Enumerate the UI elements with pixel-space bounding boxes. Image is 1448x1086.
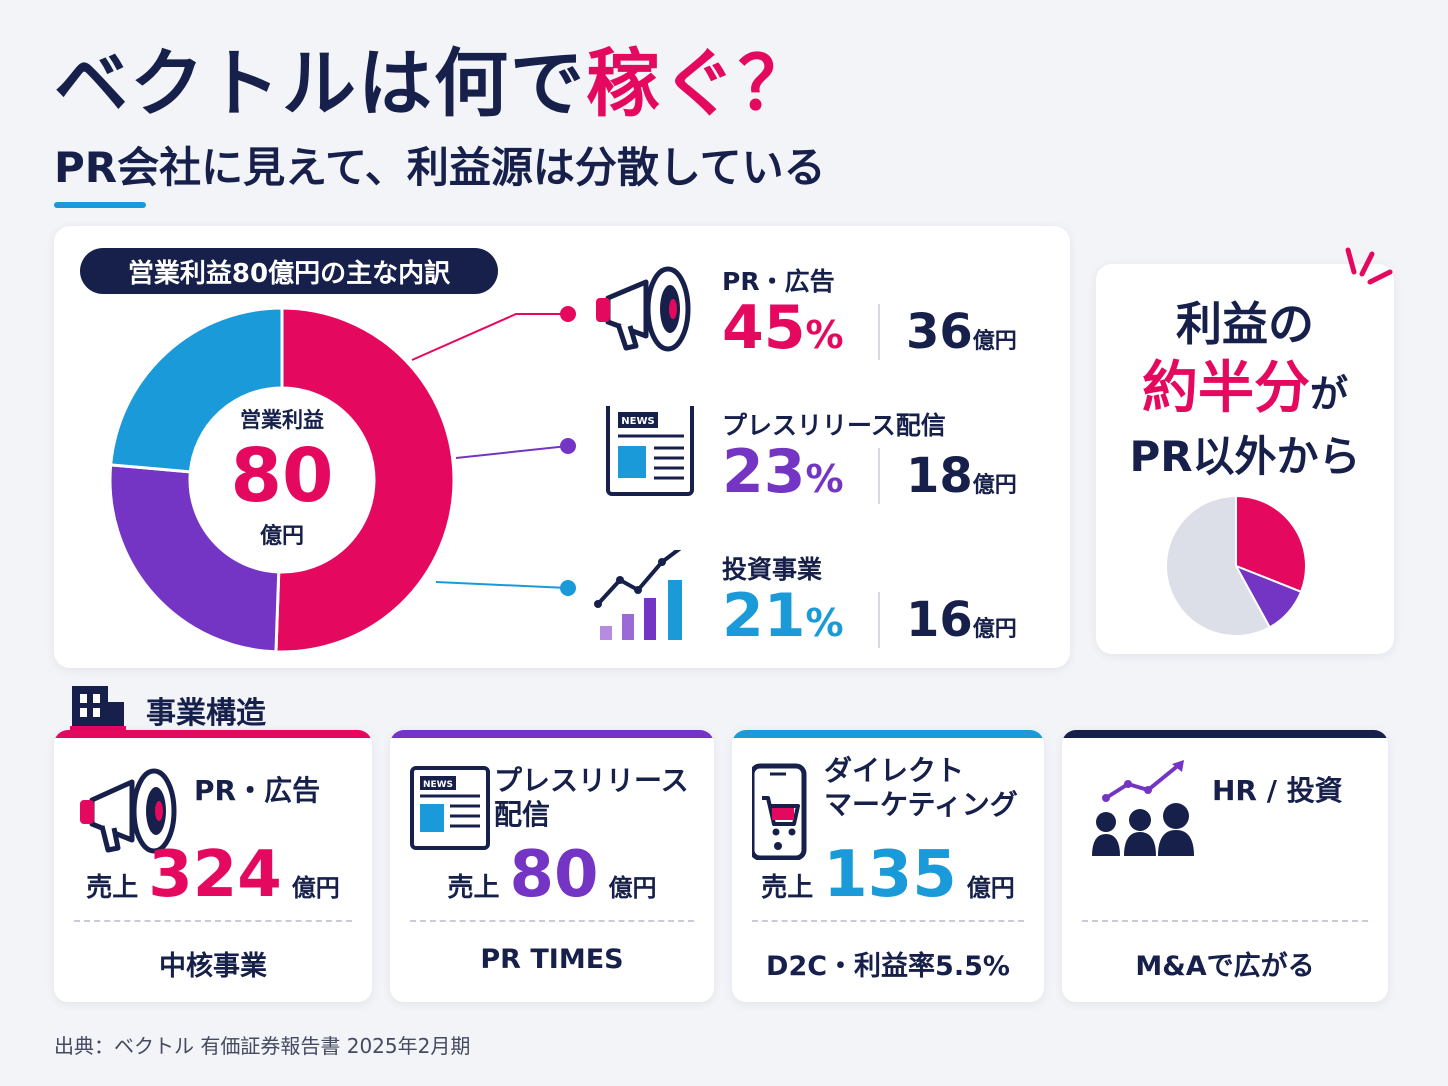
- side-line-3: PR以外から: [1129, 432, 1361, 481]
- biz-card-pr: PR・広告 売上 324 億円 中核事業: [54, 730, 372, 1002]
- megaphone-icon: [80, 768, 177, 854]
- biz-card-sales: 売上 80 億円: [447, 838, 657, 912]
- smartphone-cart-icon: [752, 763, 807, 860]
- page-title-accent: 稼ぐ？: [586, 41, 814, 127]
- biz-card-sales: 売上 324 億円: [86, 838, 340, 912]
- segment-pr: PR・広告 45% 36億円: [590, 262, 1050, 382]
- people-growth-icon: [1092, 760, 1194, 856]
- connector-dot-press: [560, 438, 576, 454]
- segment-invest-amount: 16億円: [906, 592, 1017, 648]
- biz-card-hr: HR / 投資 M&Aで広がる: [1062, 730, 1388, 1002]
- building-icon: [70, 686, 126, 730]
- donut-center-label: 営業利益: [240, 408, 324, 432]
- donut-center-unit: 億円: [259, 524, 304, 549]
- connector-invest: [435, 581, 569, 589]
- side-line-2: 約半分が: [1141, 356, 1348, 421]
- donut-chart: [108, 306, 456, 654]
- mini-pie-slice-other: [1165, 494, 1272, 637]
- segment-divider: [878, 448, 880, 504]
- donut-slice-pr: [274, 306, 456, 654]
- biz-card-divider: [1082, 920, 1368, 922]
- segment-invest-name: 投資事業: [722, 555, 823, 584]
- donut-center-value: 80: [230, 433, 334, 519]
- biz-card-bar: [1062, 730, 1388, 738]
- source-note: 出典：ベクトル 有価証券報告書 2025年2月期: [54, 1034, 471, 1058]
- biz-card-note: PR TIMES: [480, 944, 624, 975]
- biz-card-note: M&Aで広がる: [1135, 951, 1315, 982]
- donut-slice-press: [108, 463, 281, 654]
- growth-chart-icon: [594, 550, 682, 640]
- segment-invest: 投資事業 21% 16億円: [590, 550, 1050, 670]
- mini-pie-slice-pr: [1235, 494, 1307, 594]
- biz-card-name: HR / 投資: [1212, 774, 1343, 807]
- segment-divider: [878, 592, 880, 648]
- segment-press-name: プレスリリース配信: [722, 411, 946, 440]
- donut-slice-invest: [109, 306, 284, 474]
- biz-card-divider: [752, 920, 1024, 922]
- mini-pie-chart: [1165, 494, 1307, 637]
- segment-press: NEWS プレスリリース配信 23% 18億円: [590, 406, 1050, 526]
- biz-card-sales: 売上 135 億円: [761, 838, 1015, 912]
- biz-card-name: ダイレクト マーケティング: [824, 754, 1018, 821]
- biz-card-divider: [74, 920, 352, 922]
- segment-press-pct: 23%: [722, 437, 844, 507]
- megaphone-icon: [596, 266, 691, 352]
- biz-card-direct: ダイレクト マーケティング 売上 135 億円 D2C・利益率5.5%: [732, 730, 1044, 1002]
- title-underline: [54, 202, 146, 208]
- donut-center: 営業利益 80 億円: [184, 404, 380, 550]
- newspaper-icon: NEWS: [606, 406, 694, 496]
- biz-card-name: PR・広告: [194, 774, 321, 807]
- breakdown-pill-label: 営業利益80億円の主な内訳: [80, 248, 498, 294]
- page-subtitle: PR会社に見えて、利益源は分散している: [54, 143, 826, 192]
- connector-pr: [411, 313, 568, 361]
- section-title: 事業構造: [146, 696, 266, 731]
- segment-pr-name: PR・広告: [722, 267, 835, 296]
- biz-card-note: D2C・利益率5.5%: [766, 951, 1010, 982]
- connector-press: [455, 445, 569, 459]
- biz-card-divider: [410, 920, 694, 922]
- side-headline: 利益の 約半分が PR以外から: [1096, 292, 1394, 487]
- segment-pr-amount: 36億円: [906, 304, 1017, 360]
- page-title: ベクトルは何で稼ぐ？: [54, 41, 814, 127]
- spark-icon: [1345, 247, 1393, 285]
- biz-card-bar: [390, 730, 714, 738]
- biz-card-bar: [54, 730, 372, 738]
- connector-dot-pr: [560, 306, 576, 322]
- segment-invest-pct: 21%: [722, 581, 844, 651]
- biz-card-name: プレスリリース 配信: [494, 764, 689, 831]
- svg-text:NEWS: NEWS: [423, 780, 453, 790]
- side-line-2-suffix: が: [1309, 372, 1348, 416]
- segment-press-amount: 18億円: [906, 448, 1017, 504]
- segment-pr-pct: 45%: [722, 293, 844, 363]
- connector-dot-invest: [560, 580, 576, 596]
- side-line-1: 利益の: [1176, 297, 1314, 351]
- svg-text:NEWS: NEWS: [621, 416, 654, 427]
- biz-card-press: NEWS プレスリリース 配信 売上 80 億円 PR TIMES: [390, 730, 714, 1002]
- biz-card-note: 中核事業: [159, 951, 267, 982]
- newspaper-icon: NEWS: [410, 766, 490, 850]
- segment-divider: [878, 304, 880, 360]
- biz-card-bar: [732, 730, 1044, 738]
